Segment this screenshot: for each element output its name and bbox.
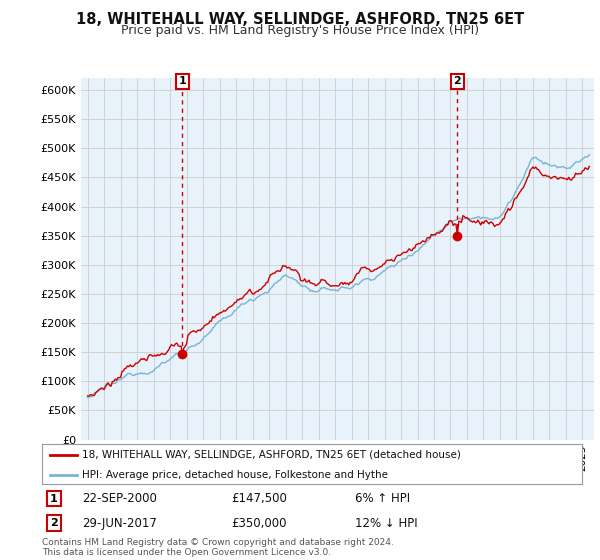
Text: 22-SEP-2000: 22-SEP-2000 — [83, 492, 157, 505]
Text: 2: 2 — [454, 76, 461, 86]
Text: £147,500: £147,500 — [231, 492, 287, 505]
Text: 6% ↑ HPI: 6% ↑ HPI — [355, 492, 410, 505]
Text: Contains HM Land Registry data © Crown copyright and database right 2024.
This d: Contains HM Land Registry data © Crown c… — [42, 538, 394, 557]
Text: 1: 1 — [50, 494, 58, 503]
Text: 1: 1 — [179, 76, 187, 86]
Text: 18, WHITEHALL WAY, SELLINDGE, ASHFORD, TN25 6ET (detached house): 18, WHITEHALL WAY, SELLINDGE, ASHFORD, T… — [83, 450, 461, 460]
Text: 29-JUN-2017: 29-JUN-2017 — [83, 516, 157, 530]
Text: 2: 2 — [50, 518, 58, 528]
Text: 12% ↓ HPI: 12% ↓ HPI — [355, 516, 418, 530]
Text: £350,000: £350,000 — [231, 516, 287, 530]
Text: 18, WHITEHALL WAY, SELLINDGE, ASHFORD, TN25 6ET: 18, WHITEHALL WAY, SELLINDGE, ASHFORD, T… — [76, 12, 524, 27]
Text: Price paid vs. HM Land Registry's House Price Index (HPI): Price paid vs. HM Land Registry's House … — [121, 24, 479, 36]
Text: HPI: Average price, detached house, Folkestone and Hythe: HPI: Average price, detached house, Folk… — [83, 470, 389, 480]
